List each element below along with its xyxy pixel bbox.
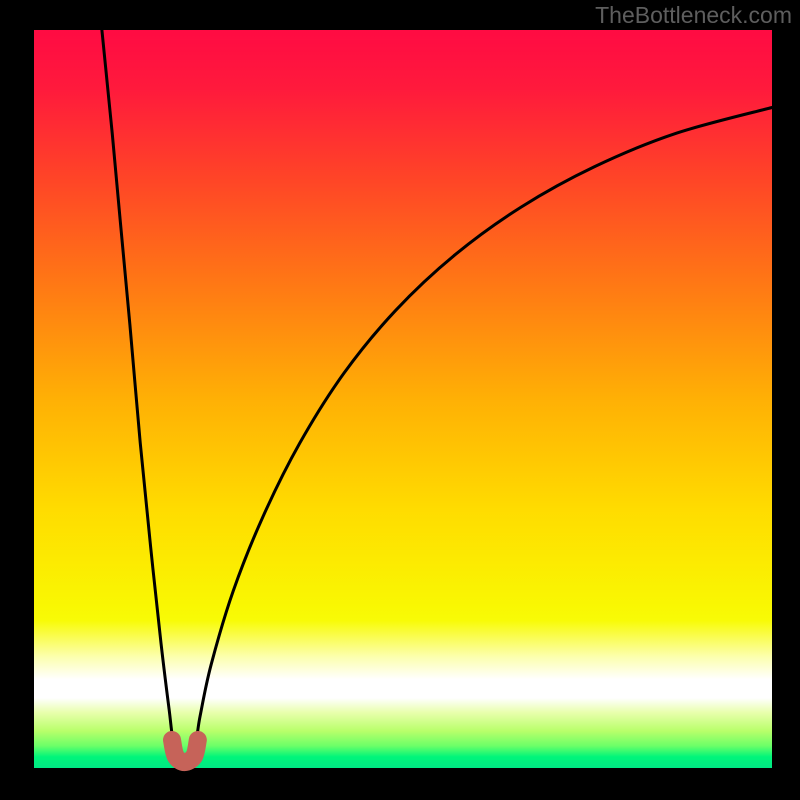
gradient-plot-area xyxy=(34,30,772,768)
watermark-text: TheBottleneck.com xyxy=(595,2,792,29)
chart-svg xyxy=(0,0,800,800)
chart-container: TheBottleneck.com xyxy=(0,0,800,800)
